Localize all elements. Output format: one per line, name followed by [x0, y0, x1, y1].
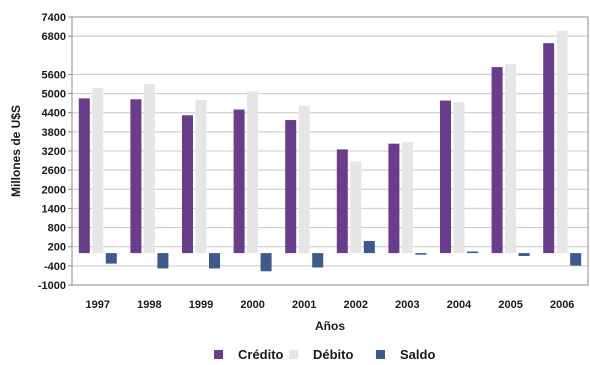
bar-d-bito-2006 — [556, 30, 568, 254]
bar-saldo-1999 — [209, 253, 220, 269]
y-tick-label: 1400 — [42, 203, 66, 215]
bar-d-bito-1999 — [195, 99, 207, 254]
bar-d-bito-2001 — [298, 105, 310, 254]
x-tick-label: 2001 — [292, 299, 316, 311]
legend-label: Saldo — [400, 347, 435, 362]
x-tick-label: 2003 — [395, 299, 419, 311]
y-tick-label: -400 — [44, 261, 66, 273]
legend: Crédito Débito Saldo — [214, 347, 435, 362]
y-tick-label: 7400 — [42, 12, 66, 24]
y-tick-label: 6800 — [42, 31, 66, 43]
bar-saldo-2002 — [363, 240, 375, 254]
x-axis-title: Años — [315, 319, 345, 333]
x-tick-label: 2000 — [240, 299, 264, 311]
bar-cr-dito-2000 — [233, 109, 245, 254]
legend-swatch — [289, 350, 298, 359]
bar-cr-dito-2004 — [440, 100, 451, 254]
bar-cr-dito-1997 — [78, 98, 90, 254]
bar-saldo-1997 — [105, 253, 117, 264]
bar-cr-dito-2003 — [388, 143, 400, 254]
bar-d-bito-2002 — [350, 161, 362, 254]
bar-cr-dito-2006 — [543, 43, 555, 254]
x-tick-label: 2002 — [344, 299, 368, 311]
bars — [78, 30, 582, 272]
bar-saldo-2000 — [260, 253, 272, 272]
y-tick-label: 5600 — [42, 69, 66, 81]
y-tick-label: 800 — [48, 223, 66, 235]
y-tick-label: 3800 — [42, 127, 66, 139]
y-tick-label: 5000 — [42, 89, 66, 101]
bar-saldo-2005 — [518, 253, 530, 256]
y-tick-label: -1000 — [38, 280, 66, 292]
bar-saldo-2001 — [312, 253, 324, 268]
bar-saldo-1998 — [157, 253, 169, 269]
x-axis-ticks: 1997 1998 1999 2000 2001 2002 2003 2004 2005 2006 — [86, 299, 575, 311]
legend-label: Crédito — [238, 347, 284, 362]
y-tick-label: 2600 — [42, 165, 66, 177]
x-tick-label: 1999 — [189, 299, 213, 311]
x-tick-label: 1997 — [86, 299, 110, 311]
bar-d-bito-2004 — [453, 102, 465, 254]
bar-d-bito-1997 — [92, 87, 104, 254]
bar-d-bito-2005 — [505, 64, 517, 254]
legend-label: Débito — [313, 347, 354, 362]
x-tick-label: 2006 — [550, 299, 574, 311]
bar-saldo-2004 — [467, 251, 478, 254]
y-tick-label: 4400 — [42, 108, 66, 120]
bar-d-bito-1998 — [143, 84, 155, 254]
y-tick-label: 200 — [48, 242, 66, 254]
y-axis-ticks: 7400 6800 5600 5000 4400 3800 3200 2600 2000 1400… — [38, 12, 72, 292]
y-axis-title: Millones de U$S — [9, 105, 23, 197]
x-tick-label: 2004 — [447, 299, 472, 311]
plot-border — [71, 16, 589, 286]
legend-swatch — [214, 350, 223, 359]
bar-saldo-2003 — [415, 253, 427, 255]
bar-cr-dito-2002 — [336, 149, 348, 254]
bar-cr-dito-1998 — [130, 99, 142, 254]
bar-cr-dito-1999 — [182, 115, 193, 254]
bar-d-bito-2000 — [247, 91, 259, 254]
y-tick-label: 3200 — [42, 146, 66, 158]
bar-saldo-2006 — [570, 253, 582, 266]
x-tick-label: 2005 — [498, 299, 522, 311]
bar-cr-dito-2005 — [491, 67, 503, 254]
bar-cr-dito-2001 — [285, 120, 297, 254]
y-tick-label: 2000 — [42, 184, 66, 196]
bar-d-bito-2003 — [401, 142, 413, 254]
legend-swatch — [376, 350, 385, 359]
x-tick-label: 1998 — [137, 299, 161, 311]
